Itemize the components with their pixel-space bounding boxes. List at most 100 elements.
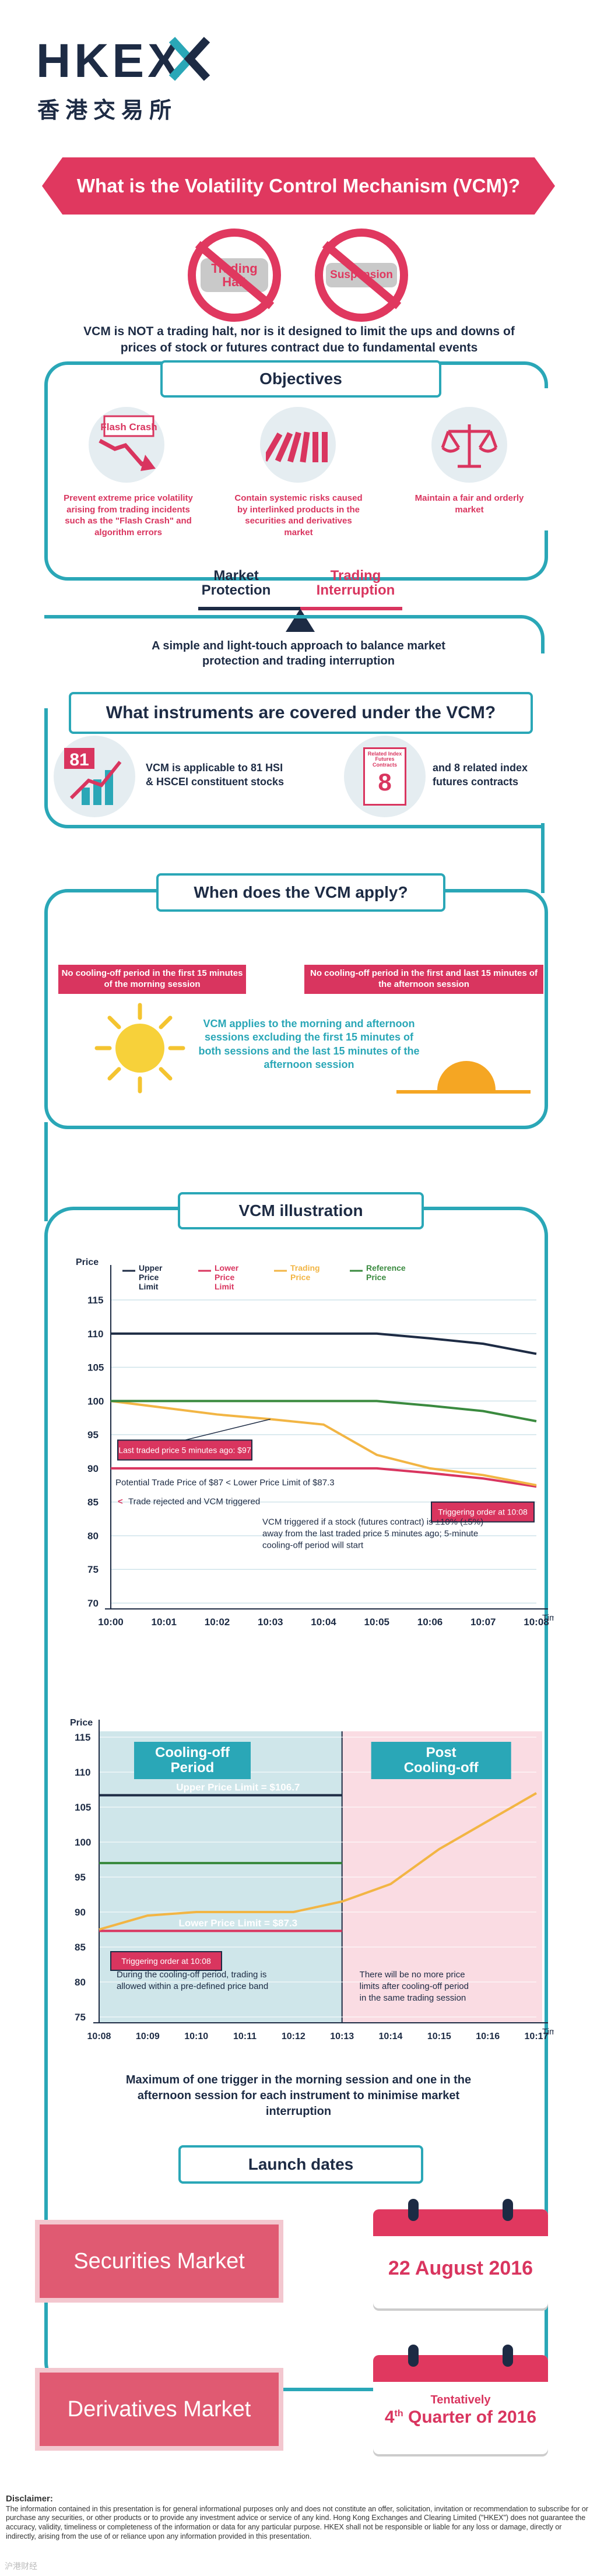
- securities-calendar: 22 August 2016: [373, 2199, 548, 2308]
- x-tick-label: 10:09: [136, 2032, 160, 2041]
- scales-icon: [431, 407, 507, 483]
- legend-label: Upper Price Limit: [139, 1263, 163, 1291]
- lower-limit-label: Lower Price Limit = $87.3: [179, 1917, 298, 1928]
- x-tick-label: 10:07: [470, 1616, 496, 1628]
- legend-label: Trading Price: [290, 1263, 320, 1282]
- series-line-lower-price-limit: [111, 1467, 537, 1488]
- x-tick-label: 10:06: [417, 1616, 443, 1628]
- quarter-number: 4: [384, 2408, 395, 2427]
- y-tick-label: 95: [75, 1872, 86, 1883]
- post-cooling-label: Post Cooling-off: [404, 1745, 479, 1776]
- contract-doc-title: Related Index Futures Contracts: [367, 751, 402, 768]
- x-tick-label: 10:17: [525, 2032, 549, 2041]
- y-tick-label: 105: [87, 1362, 104, 1373]
- y-tick-label: 95: [87, 1429, 99, 1440]
- x-tick-label: 10:16: [476, 2032, 500, 2041]
- sun-icon: [94, 1003, 185, 1094]
- y-tick-label: 90: [87, 1463, 99, 1474]
- legend-label: Lower Price Limit: [215, 1263, 239, 1291]
- balance-scale-graphic: [441, 424, 498, 468]
- seesaw-icon: [198, 607, 402, 632]
- after-cooling-text: There will be no more price limits after …: [360, 1970, 469, 2003]
- watermark: 沪港财经: [5, 2561, 37, 2571]
- dominoes-icon: [260, 407, 336, 483]
- x-tick-label: 10:04: [311, 1616, 336, 1628]
- x-tick-label: 10:01: [152, 1616, 177, 1628]
- triggering-callout: [110, 1951, 222, 1971]
- afternoon-no-cooling-bar: No cooling-off period in the first and l…: [304, 965, 543, 994]
- balance-left-label: Market Protection: [201, 568, 271, 599]
- stocks-chart-icon: 81: [54, 736, 135, 817]
- derivatives-tentative: Tentatively: [430, 2394, 491, 2406]
- y-tick-label: 70: [87, 1598, 99, 1609]
- when-description: VCM applies to the morning and afternoon…: [198, 1018, 420, 1071]
- y-axis-label: Price: [70, 1718, 93, 1728]
- y-tick-label: 85: [75, 1942, 86, 1953]
- objectives-header: Objectives: [160, 360, 441, 398]
- y-tick-label: 75: [87, 1564, 99, 1575]
- instruments-futures-text: and 8 related index futures contracts: [433, 762, 528, 788]
- objective-1: Prevent extreme price volatility arising…: [64, 493, 193, 537]
- hkex-logo-mark: [168, 37, 210, 81]
- badge-81: 81: [69, 750, 89, 769]
- x-tick-label: 10:14: [379, 2032, 403, 2041]
- quarter-year: 2016: [497, 2408, 537, 2427]
- calendar-ring-icon: [503, 2199, 513, 2221]
- callout-pointer: [184, 1418, 271, 1441]
- sunset-icon: [379, 1061, 531, 1094]
- x-tick-label: 10:11: [233, 2032, 257, 2041]
- quarter-text: Quarter of: [408, 2408, 493, 2427]
- during-cooling-text: During the cooling-off period, trading i…: [117, 1970, 268, 1991]
- y-tick-label: 85: [87, 1497, 99, 1508]
- securities-market-label: Securities Market: [73, 2248, 245, 2273]
- y-tick-label: 115: [87, 1295, 103, 1306]
- y-tick-label: 100: [87, 1396, 104, 1407]
- series-line-trading-price: [99, 1792, 537, 1931]
- illustration-header: VCM illustration: [178, 1192, 424, 1229]
- disclaimer-text: The information contained in this presen…: [6, 2504, 588, 2540]
- y-tick-label: 110: [75, 1767, 90, 1778]
- derivatives-launch-date: 4th Quarter of 2016: [373, 2407, 548, 2428]
- afternoon-no-cooling-text: No cooling-off period in the first and l…: [310, 968, 538, 989]
- vcm-trigger-chart: Price 115 110 105 100 95 90 85 80 75 70 10:00 10:01 1…: [76, 1257, 554, 1628]
- futures-contract-icon: Related Index Futures Contracts 8: [344, 736, 426, 817]
- y-tick-label: 90: [75, 1907, 86, 1918]
- y-tick-label: 110: [87, 1329, 103, 1340]
- derivatives-market-box: Derivatives Market: [35, 2368, 283, 2451]
- launch-header: Launch dates: [178, 2145, 423, 2184]
- cooling-off-label-box: [134, 1742, 251, 1779]
- x-tick-label: 10:12: [282, 2032, 305, 2041]
- calendar-ring-icon: [408, 2199, 419, 2221]
- morning-no-cooling-bar: No cooling-off period in the first 15 mi…: [58, 965, 246, 994]
- illustration-title: VCM illustration: [238, 1201, 363, 1220]
- legend-label: Reference Price: [366, 1263, 406, 1282]
- balance-caption: A simple and light-touch approach to bal…: [152, 639, 445, 667]
- x-tick-label: 10:00: [98, 1616, 123, 1628]
- instruments-stocks-text: VCM is applicable to 81 HSI & HSCEI cons…: [146, 762, 285, 788]
- x-axis-label: Time: [542, 1613, 554, 1623]
- flow-line: [44, 385, 48, 554]
- objectives-title: Objectives: [259, 370, 342, 388]
- when-header: When does the VCM apply?: [156, 873, 445, 912]
- x-tick-label: 10:02: [205, 1616, 230, 1628]
- x-tick-label: 10:15: [427, 2032, 451, 2041]
- derivatives-market-label: Derivatives Market: [67, 2396, 251, 2422]
- objective-2: Contain systemic risks caused by interli…: [234, 493, 363, 537]
- hkex-logo: HKEX: [36, 34, 183, 87]
- reject-arrow-icon: <: [118, 1497, 123, 1507]
- rejected-text: Trade rejected and VCM triggered: [128, 1497, 260, 1507]
- trigger-summary: Maximum of one trigger in the morning se…: [125, 2074, 472, 2118]
- y-tick-label: 105: [75, 1802, 91, 1813]
- x-axis-label: Time: [542, 2027, 554, 2037]
- balance-right-label: Trading Interruption: [316, 568, 395, 599]
- flash-crash-icon: Flash Crash: [89, 407, 164, 483]
- bar-growth-graphic: 81: [64, 748, 122, 805]
- derivatives-calendar: Tentatively 4th Quarter of 2016: [373, 2345, 548, 2454]
- securities-launch-date: 22 August 2016: [388, 2257, 533, 2279]
- calendar-ring-icon: [408, 2345, 419, 2367]
- y-tick-label: 80: [87, 1530, 99, 1541]
- quarter-suffix: th: [394, 2409, 403, 2419]
- vcm-rule-text: VCM triggered if a stock (futures contra…: [262, 1517, 483, 1550]
- flash-crash-text: Flash Crash: [100, 421, 157, 433]
